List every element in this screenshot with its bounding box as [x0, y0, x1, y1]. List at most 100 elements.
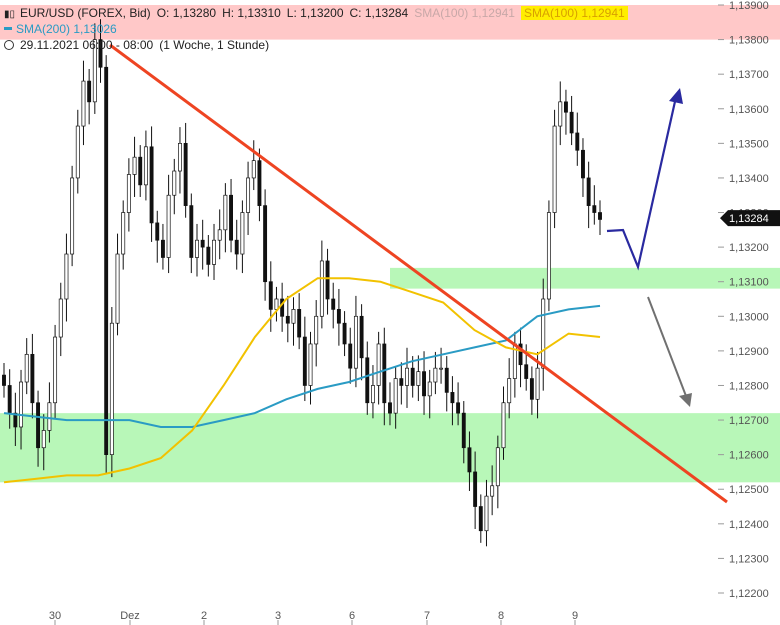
candle-body — [376, 343, 381, 386]
candle-body — [64, 253, 69, 300]
y-tick-label: 1,13200 — [729, 242, 769, 254]
candle-body — [126, 174, 131, 213]
candle-body — [541, 298, 546, 369]
candle-body — [263, 205, 268, 283]
candle-body — [246, 177, 251, 213]
candle-body — [501, 402, 506, 449]
open-value: O: 1,13280 — [156, 6, 217, 20]
candle-body — [433, 367, 438, 383]
candle-body — [160, 239, 165, 258]
candle-body — [518, 343, 523, 366]
axes-layer: 1,13900 1,13800 1,13700 1,13600 1,13500 1,134… — [49, 0, 769, 625]
candle-body — [467, 447, 472, 473]
candle-body — [592, 205, 597, 213]
candle-body — [47, 402, 52, 431]
forecast-up-path — [606, 96, 678, 271]
sma100-line — [3, 277, 601, 484]
candle-body — [229, 194, 233, 241]
clock-icon — [4, 40, 14, 50]
sma200-line — [3, 304, 601, 428]
y-tick-label: 1,12600 — [729, 450, 769, 462]
candle-body — [166, 194, 171, 258]
support-zone-upper — [390, 267, 780, 289]
candle-body — [41, 430, 46, 449]
candle-body — [393, 378, 398, 414]
candle-body — [422, 371, 426, 397]
y-tick-label: 1,13400 — [729, 173, 769, 185]
candle-body — [581, 149, 585, 179]
candle-body — [382, 343, 387, 404]
instrument-name: EUR/USD (FOREX, Bid) — [20, 6, 151, 20]
y-tick-label: 1,13000 — [729, 311, 769, 323]
candle-body — [529, 378, 534, 400]
candle-body — [325, 260, 330, 300]
candle-body — [563, 101, 568, 113]
candle-body — [217, 229, 222, 241]
candle-body — [13, 412, 18, 428]
x-tick-label: 30 — [49, 610, 61, 622]
candle-body — [586, 177, 591, 206]
candle-body — [172, 170, 177, 196]
candle-body — [558, 101, 563, 127]
sma200-legend: SMA(200) 1,13026 — [16, 22, 117, 36]
candle-body — [19, 381, 23, 428]
forecast-down-arrowhead — [679, 393, 692, 407]
candle-body — [399, 378, 404, 386]
candle-body — [251, 160, 256, 179]
candle-body — [535, 367, 540, 400]
resistance-trendline — [109, 43, 728, 504]
candle-body — [155, 222, 160, 241]
sma200-swatch-icon — [4, 27, 12, 30]
x-tick-label: 8 — [498, 610, 504, 622]
candle-body — [257, 160, 262, 206]
candle-body — [336, 309, 341, 324]
y-tick-label: 1,12300 — [729, 553, 769, 565]
y-tick-label: 1,12200 — [729, 588, 769, 600]
candle-body — [359, 315, 364, 359]
high-value: H: 1,13310 — [222, 6, 281, 20]
interval-label: (1 Woche, 1 Stunde) — [159, 38, 270, 52]
low-value: L: 1,13200 — [286, 6, 344, 20]
candle-body — [183, 143, 188, 206]
x-tick-label: 9 — [572, 610, 578, 622]
candle-body — [598, 212, 602, 220]
y-tick-label: 1,12800 — [729, 380, 769, 392]
candle-body — [490, 485, 495, 497]
sma100-legend-grey: SMA(100) 1,12941 — [414, 6, 515, 20]
candle-body — [495, 447, 500, 487]
candles-layer — [2, 19, 602, 547]
y-tick-label: 1,12500 — [729, 484, 769, 496]
candle-body — [189, 205, 194, 258]
candle-body — [178, 143, 182, 172]
candle-body — [24, 353, 29, 383]
y-tick-label: 1,13600 — [729, 104, 769, 116]
candle-body — [280, 298, 285, 317]
sma100-legend-yellow: SMA(100) 1,12941 — [520, 6, 628, 20]
candle-body — [439, 367, 444, 370]
close-value: C: 1,13284 — [349, 6, 409, 20]
candle-body — [109, 322, 114, 455]
candle-body — [70, 177, 75, 255]
candlestick-icon: ▮▯ — [4, 9, 16, 20]
candle-body — [92, 39, 97, 103]
candle-body — [461, 412, 466, 449]
candle-body — [195, 239, 199, 258]
forecast-down-path — [647, 296, 687, 397]
candle-body — [75, 125, 80, 179]
candle-body — [149, 146, 154, 224]
candle-body — [206, 246, 211, 265]
candle-body — [2, 374, 6, 386]
candle-body — [138, 156, 143, 186]
candle-body — [478, 506, 483, 532]
candle-body — [268, 281, 273, 310]
candle-body — [353, 315, 358, 369]
overlays-layer: 1,13284 — [3, 43, 780, 504]
candle-body — [410, 367, 415, 386]
candle-body — [365, 357, 370, 404]
candle-body — [285, 315, 290, 324]
candle-body — [331, 298, 336, 310]
candle-body — [302, 336, 307, 386]
header-date-row: 29.11.2021 06:00 - 08:00 (1 Woche, 1 Stun… — [4, 38, 275, 52]
candle-body — [308, 343, 313, 386]
